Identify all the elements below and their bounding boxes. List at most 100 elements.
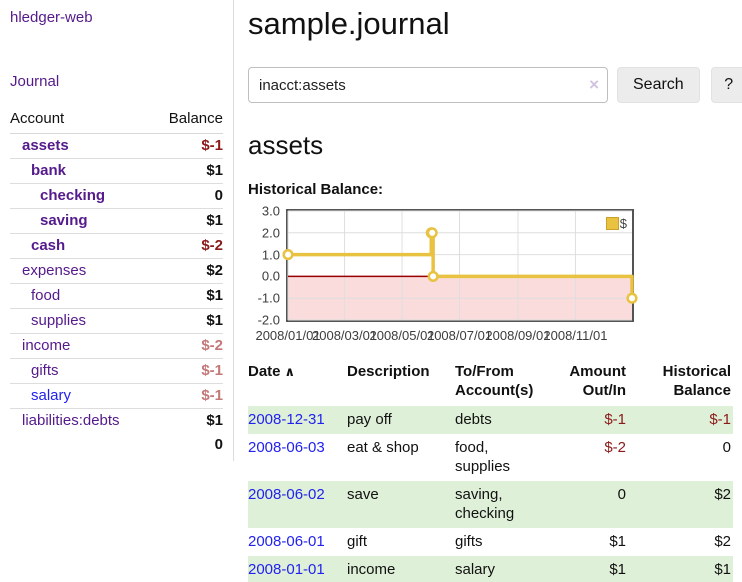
search-input[interactable] [248, 67, 608, 103]
account-link-supplies[interactable]: supplies [31, 312, 87, 329]
accounts-total-row: 0 [10, 433, 223, 459]
search-input-wrap: × [248, 67, 608, 103]
register-accounts-cell: gifts [455, 533, 483, 550]
account-row: liabilities:debts $1 [10, 408, 223, 433]
account-link-saving[interactable]: saving [40, 212, 88, 229]
search-button[interactable]: Search [617, 67, 700, 103]
register-amount-cell: $-2 [604, 439, 626, 456]
chart-y-axis-labels: 3.0 2.0 1.0 0.0 -1.0 -2.0 [248, 204, 280, 328]
register-accounts-cell: saving, checking [455, 481, 558, 528]
register-balance-cell: $2 [638, 481, 733, 528]
account-row: food $1 [10, 283, 223, 309]
x-tick-label: 2008/09/01 [485, 328, 551, 343]
account-link-salary[interactable]: salary [31, 387, 72, 404]
register-date-cell: 2008-06-02 [248, 481, 347, 528]
register-balance-cell: $2 [714, 533, 731, 550]
y-tick-label: 3.0 [261, 203, 280, 219]
register-description-cell: save [347, 481, 455, 528]
register-header-date[interactable]: Date ∧ [248, 363, 296, 380]
account-row: cash $-2 [10, 233, 223, 259]
accounts-total-value: 0 [214, 436, 223, 453]
account-balance: $-1 [152, 383, 223, 409]
chart-x-axis-labels: 2008/01/01 2008/03/01 2008/05/01 2008/07/01… [255, 328, 634, 344]
x-tick-label: 2008/03/01 [312, 328, 378, 343]
register-row[interactable]: 2008-01-01 income salary $1 $1 [248, 556, 733, 582]
account-title: assets [248, 130, 324, 160]
y-tick-label: 0.0 [261, 268, 280, 284]
register-accounts-cell: debts [455, 406, 558, 434]
transaction-date-link[interactable]: 2008-12-31 [248, 411, 325, 428]
register-header-row: Date ∧ Description To/From Account(s) Amo… [248, 360, 733, 406]
x-tick-label: 2008/05/01 [369, 328, 435, 343]
register-date-cell: 2008-01-01 [248, 556, 347, 582]
register-description-cell: income [347, 556, 455, 582]
account-row: saving $1 [10, 208, 223, 234]
register-table: Date ∧ Description To/From Account(s) Amo… [248, 360, 733, 582]
x-tick-label: 2008/07/01 [426, 328, 493, 343]
register-row[interactable]: 2008-12-31 pay off debts $-1 $-1 [248, 406, 733, 434]
x-tick-label: 2008/01/01 [255, 328, 321, 343]
register-row[interactable]: 2008-06-02 save saving, checking 0 $2 [248, 481, 733, 528]
register-balance-cell: $-1 [638, 406, 733, 434]
y-tick-label: -1.0 [257, 290, 280, 306]
account-balance: $1 [152, 158, 223, 184]
sidebar-item-journal[interactable]: Journal [10, 73, 60, 90]
account-row: assets $-1 [10, 134, 223, 159]
transaction-date-link[interactable]: 2008-06-03 [248, 439, 325, 456]
register-description-cell: eat & shop [347, 439, 419, 456]
register-header-balance: Historical Balance [662, 363, 731, 399]
clear-search-icon[interactable]: × [589, 75, 599, 94]
register-row[interactable]: 2008-06-03 eat & shop food, supplies $-2 0 [248, 434, 733, 481]
register-description-cell: gift [347, 533, 368, 550]
register-amount-cell: 0 [558, 481, 638, 528]
accounts-header-balance: Balance [152, 106, 223, 134]
chart-canvas [282, 210, 638, 321]
page-title: sample.journal [248, 6, 450, 41]
account-link-bank[interactable]: bank [31, 162, 67, 179]
transaction-date-link[interactable]: 2008-01-01 [248, 561, 325, 578]
legend-label: $ [619, 216, 627, 231]
account-row: income $-2 [10, 333, 223, 359]
account-link-liabilities-debts[interactable]: liabilities:debts [22, 412, 120, 429]
register-accounts-cell: salary [455, 556, 558, 582]
account-balance: $-2 [152, 333, 223, 359]
search-form: × Search ? [248, 67, 742, 103]
register-amount-cell: $1 [609, 533, 626, 550]
register-balance-cell: 0 [722, 439, 731, 456]
account-link-income[interactable]: income [22, 337, 71, 354]
account-row: supplies $1 [10, 308, 223, 334]
register-amount-cell: $1 [558, 556, 638, 582]
register-header-description: Description [347, 363, 430, 380]
account-balance: $-1 [201, 137, 223, 154]
y-tick-label: -2.0 [257, 312, 280, 328]
account-link-assets[interactable]: assets [22, 137, 69, 154]
y-tick-label: 1.0 [261, 247, 280, 263]
accounts-table: Account Balance assets $-1 bank $1 checking 0… [10, 106, 223, 459]
register-header-amount: Amount Out/In [569, 363, 626, 399]
account-row: bank $1 [10, 158, 223, 184]
account-balance: $1 [152, 408, 223, 433]
account-link-expenses[interactable]: expenses [22, 262, 87, 279]
account-balance: $2 [152, 258, 223, 284]
register-accounts-cell: food, supplies [455, 439, 511, 475]
account-link-gifts[interactable]: gifts [31, 362, 59, 379]
balance-chart: 3.0 2.0 1.0 0.0 -1.0 -2.0 $ 2008/01/01 2008/03… [248, 204, 742, 344]
account-row: expenses $2 [10, 258, 223, 284]
account-link-cash[interactable]: cash [31, 237, 66, 254]
transaction-date-link[interactable]: 2008-06-02 [248, 486, 325, 503]
register-row[interactable]: 2008-06-01 gift gifts $1 $2 [248, 528, 733, 556]
account-link-food[interactable]: food [31, 287, 61, 304]
account-link-checking[interactable]: checking [40, 187, 106, 204]
register-date-cell: 2008-06-01 [248, 528, 347, 556]
account-row: gifts $-1 [10, 358, 223, 384]
register-amount-cell: $-1 [558, 406, 638, 434]
y-tick-label: 2.0 [261, 225, 280, 241]
x-tick-label: 2008/11/01 [543, 328, 608, 343]
account-balance: $1 [152, 308, 223, 334]
brand-link[interactable]: hledger-web [10, 9, 93, 26]
chart-legend: $ [604, 216, 628, 231]
register-balance-cell: $1 [638, 556, 733, 582]
help-button[interactable]: ? [710, 67, 742, 103]
transaction-date-link[interactable]: 2008-06-01 [248, 533, 325, 550]
register-description-cell: pay off [347, 406, 455, 434]
